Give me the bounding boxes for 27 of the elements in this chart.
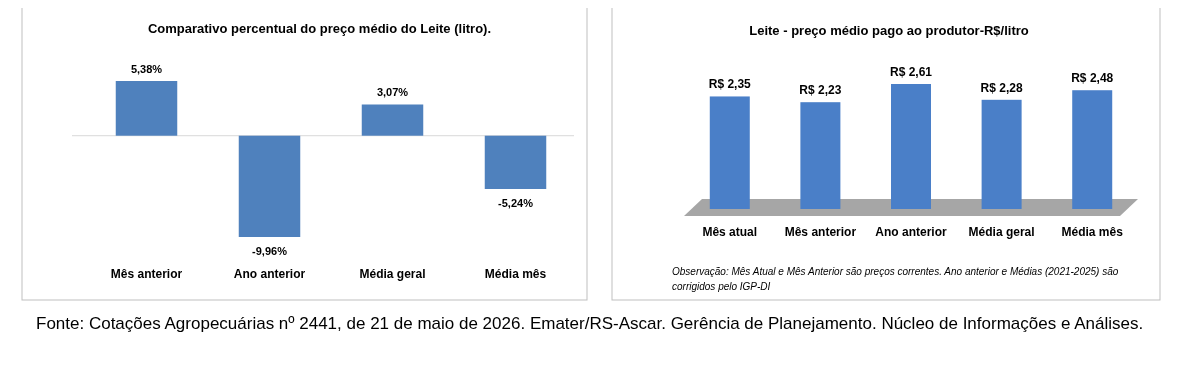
- data-label: R$ 2,35: [708, 77, 752, 92]
- data-label: 3,07%: [376, 86, 409, 99]
- data-label: R$ 2,28: [980, 80, 1023, 95]
- bar: [981, 99, 1022, 209]
- x-tick-label: Média mês: [484, 267, 547, 281]
- x-tick-label: Média geral: [968, 225, 1035, 239]
- x-tick-label: Média mês: [1061, 225, 1124, 239]
- data-label: R$ 2,48: [1071, 71, 1114, 86]
- bar: [800, 102, 841, 209]
- data-label: -5,24%: [498, 197, 534, 209]
- x-tick-label: Ano anterior: [875, 225, 947, 239]
- data-label: 5,38%: [130, 63, 163, 75]
- chart-title: Comparativo percentual do preço médio do Leite (litro).: [147, 21, 492, 36]
- data-label: -9,96%: [252, 245, 288, 257]
- chart-title: Leite - preço médio pago ao produtor-R$/litro: [749, 23, 1029, 38]
- x-tick-label: Mês anterior: [110, 267, 183, 281]
- data-label: R$ 2,23: [799, 83, 842, 98]
- source-note: Fonte: Cotações Agropecuárias nº 2441, de 21 de maio de 2026. Emater/RS-Ascar. Gerência de Planejamento. Núcleo de Informações e Análises.: [36, 314, 1144, 333]
- x-tick-label: Média geral: [359, 267, 426, 281]
- data-label: R$ 2,61: [889, 65, 933, 79]
- x-tick-label: Ano anterior: [233, 267, 306, 281]
- bar: [891, 84, 931, 209]
- bar: [1072, 90, 1113, 209]
- bar: [709, 96, 750, 209]
- x-tick-label: Mês anterior: [784, 225, 857, 239]
- text: Observação: Mês Atual e Mês Anterior são preços correntes. Ano anterior e Médias (2021-2025) são corrigidos pelo IGP-DI: [672, 266, 1119, 292]
- x-tick-label: Mês atual: [702, 225, 758, 239]
